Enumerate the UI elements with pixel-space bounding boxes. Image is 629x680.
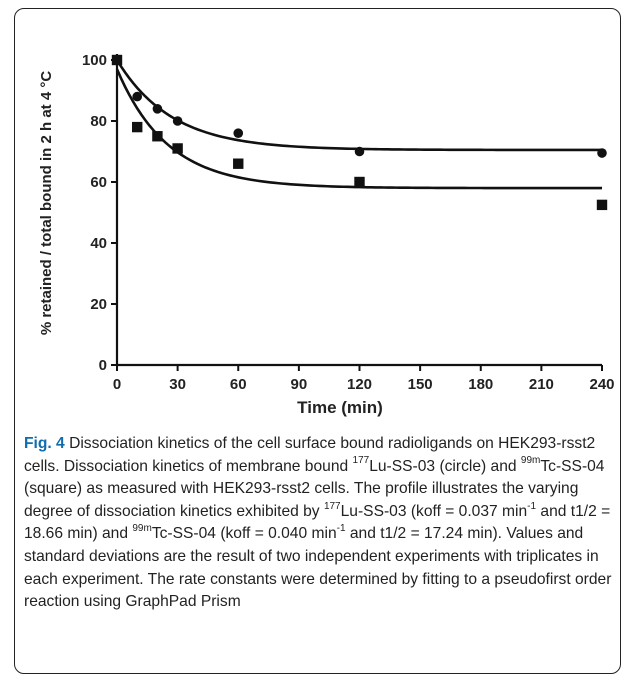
fit-curve-circle [115,59,602,152]
caption-sup-tc: 99m [520,455,541,467]
caption-text-7: and t1/2 = 17.24 min). Values and standa… [24,525,612,611]
circle-point-60 [233,128,244,138]
x-tick-label-60: 60 [230,376,247,393]
circle-point-10 [132,91,143,102]
caption-tc-name: Tc-SS-04 [540,457,605,475]
square-point-30 [172,143,183,154]
y-tick-label-40: 40 [90,235,107,252]
x-tick-label-150: 150 [408,376,433,393]
square-point-20 [152,131,163,142]
y-tick-label-0: 0 [99,357,107,374]
square-point-60 [233,158,244,169]
caption-label: Fig. 4 [24,435,65,452]
circle-point-240 [597,148,607,158]
caption-sup-tc-2: 99m [132,523,152,535]
caption-text-6: (koff = 0.040 min [220,525,337,543]
circle-point-20 [152,104,163,114]
y-tick-label-80: 80 [90,113,107,130]
data-points [111,54,608,211]
caption-sup-lu-2: 177 [323,500,341,512]
x-tick-label-30: 30 [169,376,186,393]
y-tick-label-100: 100 [82,52,107,69]
x-tick-label-120: 120 [347,376,372,393]
fit-curves [115,59,602,190]
caption-lu-name-2: Lu-SS-03 [340,502,407,520]
fit-curve-square [115,68,602,190]
y-axis-label: % retained / total bound in 2 h at 4 °C [38,71,55,336]
square-point-240 [596,199,608,211]
x-tick-label-180: 180 [468,376,493,393]
chart-axes: 0 20 40 60 80 100 0 30 60 90 120 150 180 210 240 [82,52,615,393]
circle-point-120 [354,146,365,157]
x-tick-label-0: 0 [113,376,121,393]
caption-text-3: (square) as measured with HEK293-rsst2 c… [24,480,579,520]
figure-caption: Fig. 4 Dissociation kinetics of the cell… [24,433,618,614]
caption-title: Dissociation kinetics of the cell surfac… [24,435,596,475]
caption-tc-name-2: Tc-SS-04 [151,525,216,543]
figure-frame [14,8,621,674]
caption-sup-minus1: -1 [527,500,537,512]
square-point-10 [132,121,143,133]
x-tick-label-240: 240 [589,376,614,393]
caption-text-5: and t1/2 = 18.66 min) and [24,502,611,543]
dissociation-kinetics-chart: 0 20 40 60 80 100 0 30 60 90 120 150 180 210 240 Time … [38,52,615,417]
caption-text-2: (circle) and [439,457,517,475]
x-tick-label-210: 210 [529,376,554,393]
caption-lu-name: Lu-SS-03 [369,457,436,475]
x-axis-label: Time (min) [297,398,383,417]
square-point-120 [354,176,365,188]
square-point-0 [111,54,123,66]
caption-sup-minus1-2: -1 [336,523,346,535]
circle-point-30 [172,116,183,126]
x-tick-label-90: 90 [291,376,308,393]
y-tick-label-20: 20 [90,296,107,313]
caption-text-4: (koff = 0.037 min [410,502,528,520]
y-tick-label-60: 60 [90,174,107,191]
caption-sup-lu: 177 [352,455,370,467]
caption-text-1: Dissociation kinetics of membrane bound [63,457,349,475]
